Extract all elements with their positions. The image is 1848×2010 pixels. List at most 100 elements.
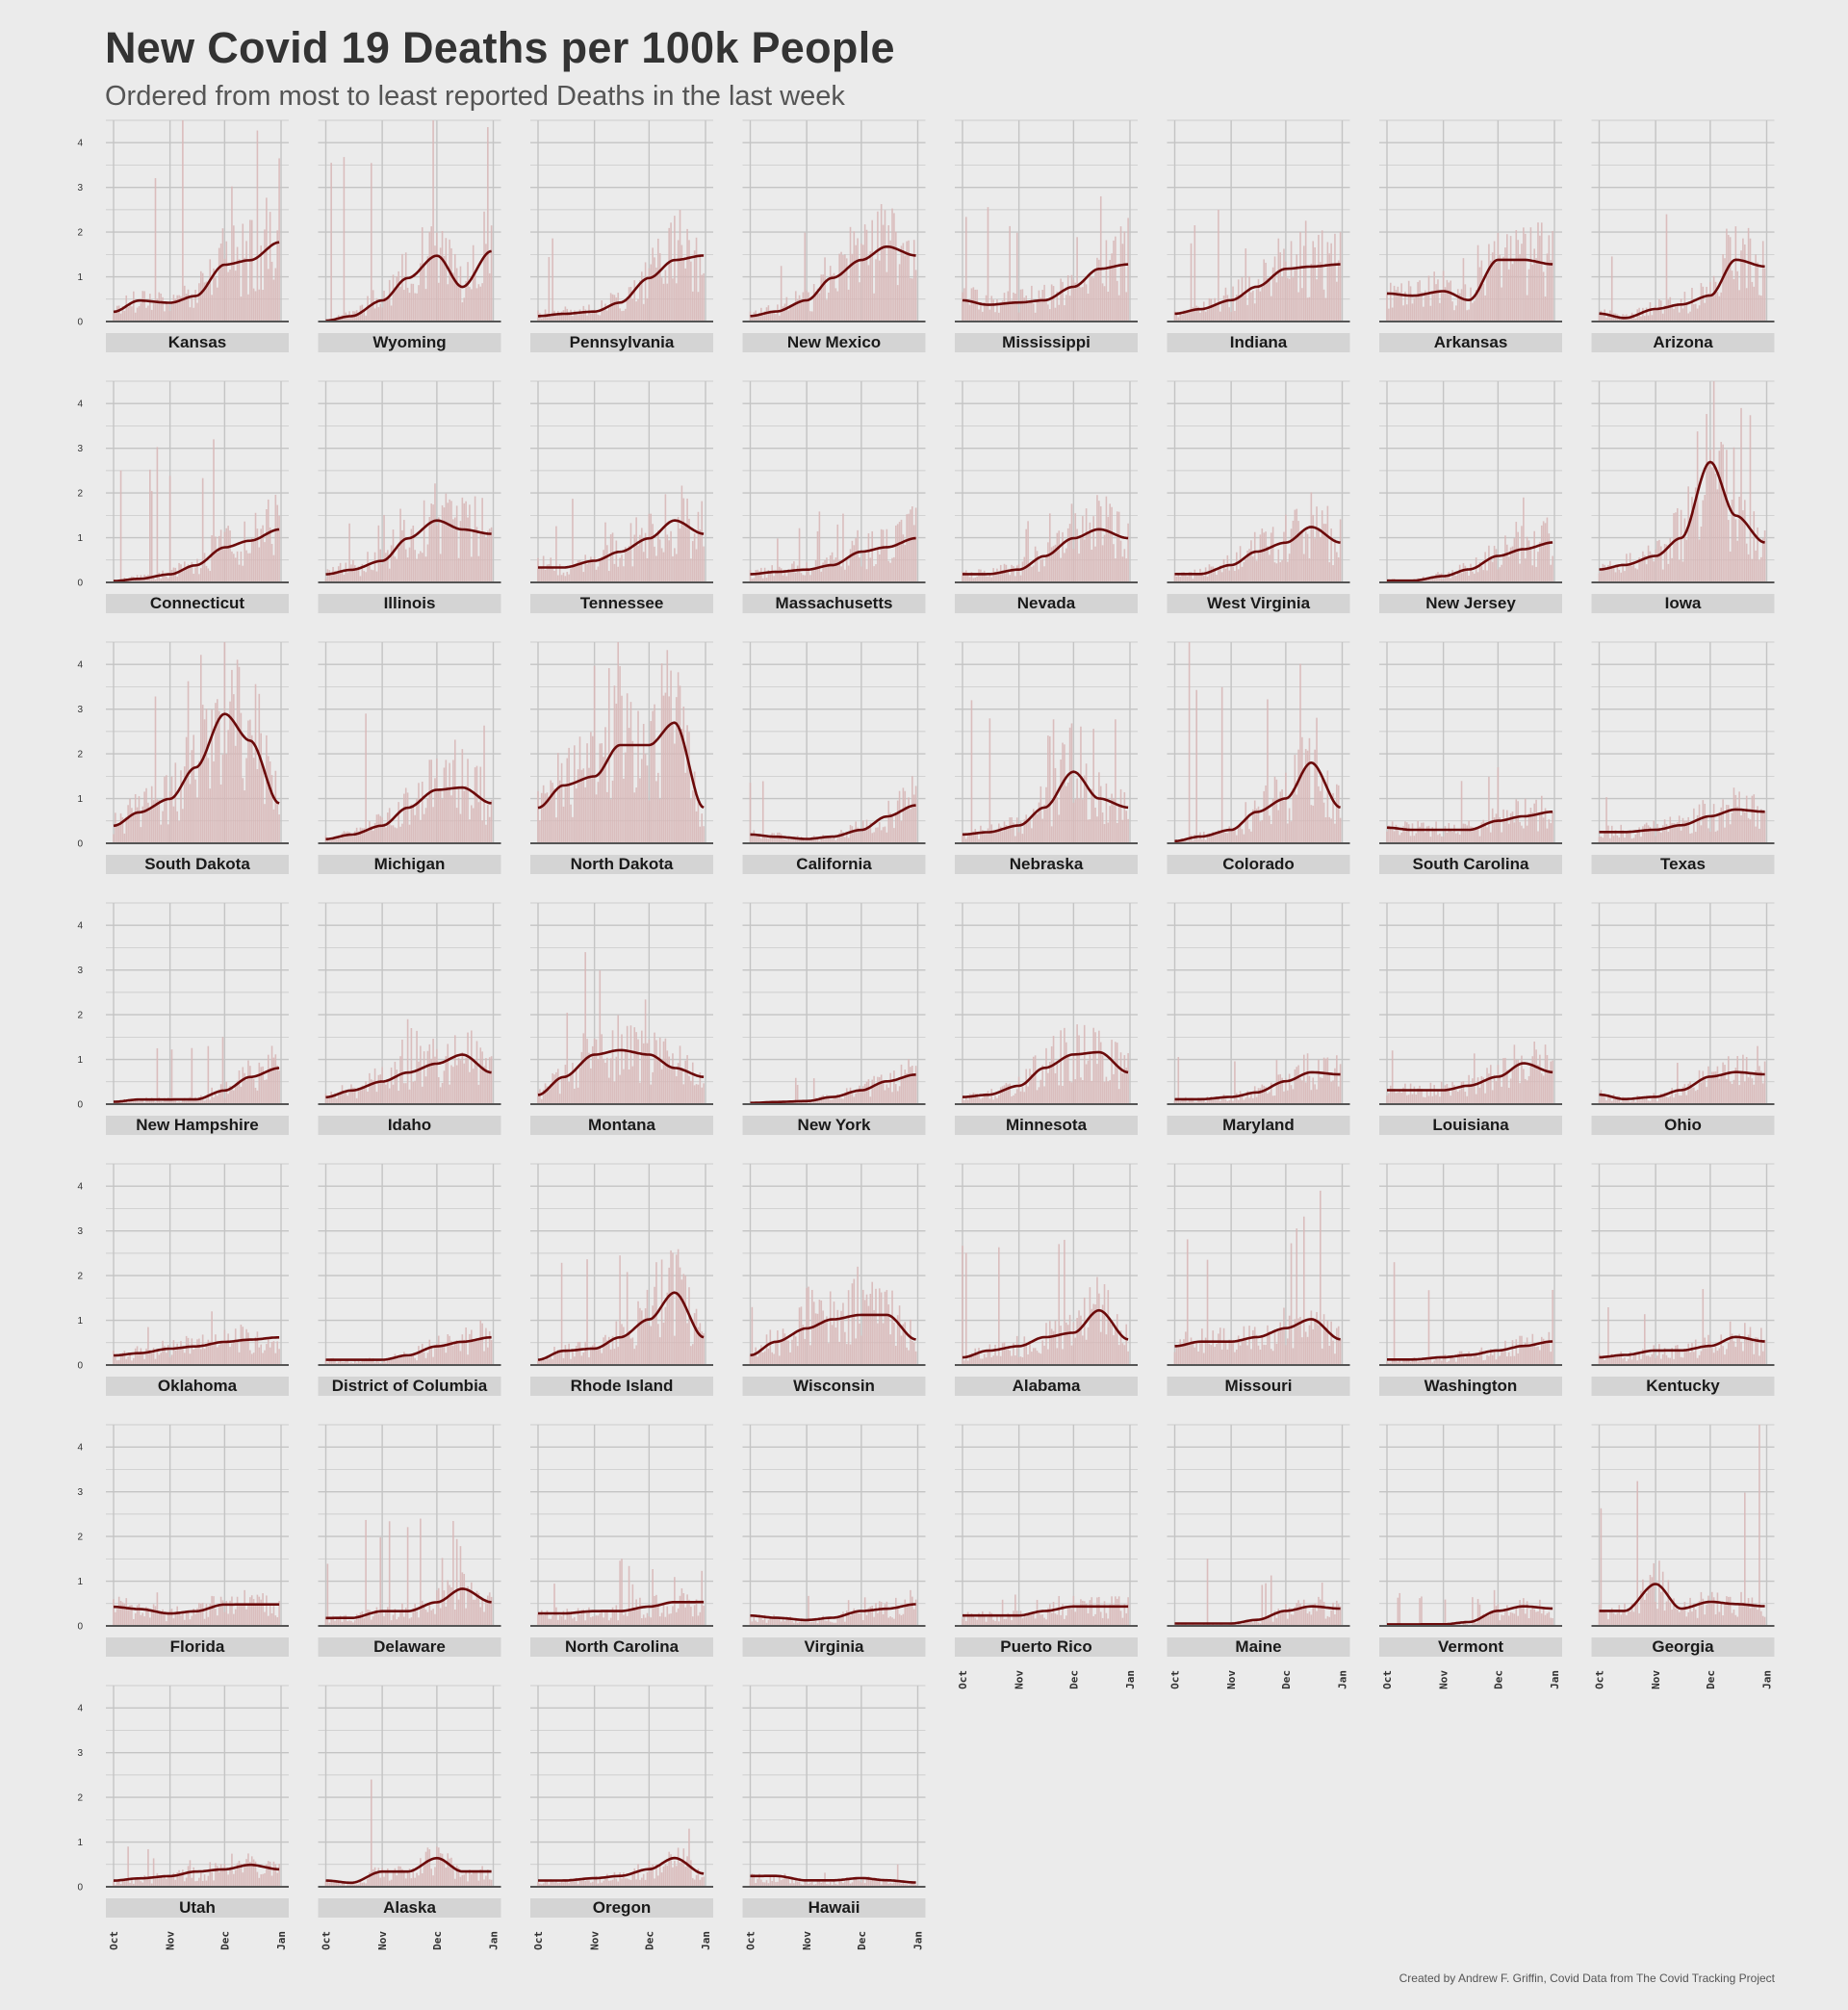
daily-bar: [152, 1604, 155, 1626]
daily-bar: [138, 579, 141, 582]
facet-panel: Indiana: [1167, 119, 1350, 352]
facet-strip: [1591, 594, 1775, 613]
daily-bar: [1718, 1348, 1721, 1365]
daily-bar: [1740, 1072, 1742, 1104]
daily-bar: [242, 223, 244, 322]
daily-bar: [787, 1617, 790, 1626]
daily-bar: [1643, 554, 1646, 582]
daily-bar: [421, 781, 424, 843]
daily-bar: [873, 293, 875, 322]
daily-bar: [270, 544, 273, 582]
daily-bar: [1643, 1314, 1646, 1365]
daily-bar: [162, 1609, 164, 1626]
daily-bar: [353, 565, 356, 582]
daily-bar: [1640, 1099, 1642, 1104]
daily-bar: [453, 739, 456, 843]
daily-bar: [880, 528, 883, 582]
daily-bar: [847, 1290, 850, 1365]
daily-bar: [875, 564, 877, 582]
daily-bar: [988, 574, 991, 582]
daily-bar: [1720, 292, 1723, 322]
daily-bar: [1243, 1099, 1245, 1104]
daily-bar: [134, 579, 137, 582]
daily-bar: [1212, 1098, 1215, 1104]
daily-bar: [1048, 513, 1051, 582]
daily-bar: [1220, 572, 1223, 582]
daily-bar: [218, 247, 220, 322]
daily-bar: [760, 1345, 762, 1365]
daily-bar: [578, 309, 581, 322]
rolling-average-line: [1387, 1062, 1553, 1092]
daily-bar: [370, 1358, 372, 1365]
daily-bar: [424, 289, 427, 322]
daily-bar: [1185, 1096, 1187, 1104]
daily-bar: [568, 747, 570, 843]
daily-bar: [974, 1617, 977, 1626]
daily-bar: [860, 1089, 862, 1104]
daily-bar: [203, 1618, 206, 1626]
daily-bar: [1230, 312, 1232, 322]
daily-bar: [1620, 1351, 1622, 1365]
daily-bar: [1729, 237, 1732, 322]
daily-bar: [674, 216, 676, 322]
daily-bar: [1230, 1097, 1232, 1104]
daily-bar: [617, 1015, 620, 1104]
daily-bar: [619, 1074, 621, 1104]
daily-bar: [584, 309, 586, 322]
daily-bar: [1484, 295, 1486, 322]
daily-bar: [831, 552, 834, 582]
daily-bar: [1096, 1064, 1098, 1104]
daily-bar: [437, 282, 440, 322]
daily-bar: [1297, 1065, 1299, 1104]
daily-bar: [1513, 258, 1516, 322]
daily-bar: [453, 1035, 456, 1104]
daily-bar: [550, 557, 552, 582]
y-tick-label: 4: [77, 1182, 83, 1193]
daily-bar: [1015, 1089, 1018, 1104]
daily-bar: [330, 1358, 332, 1365]
daily-bar: [1419, 280, 1421, 322]
daily-bar: [1740, 1341, 1742, 1365]
daily-bar: [369, 305, 371, 322]
daily-bar: [1417, 1088, 1419, 1104]
daily-bar: [410, 1617, 413, 1626]
daily-bar: [350, 1620, 352, 1626]
facet-panel: Idaho: [318, 902, 501, 1135]
daily-bar: [264, 229, 266, 322]
daily-bar: [604, 1334, 606, 1365]
y-tick-label: 4: [77, 1443, 83, 1454]
facet-strip-label: New Mexico: [787, 333, 881, 351]
daily-bar: [802, 575, 805, 582]
daily-bar: [1070, 274, 1073, 322]
daily-bar: [1036, 1090, 1039, 1104]
daily-bar: [1273, 256, 1276, 322]
daily-bar: [1675, 823, 1677, 843]
daily-bar: [416, 1611, 418, 1626]
daily-bar: [215, 1092, 217, 1104]
daily-bar: [884, 1604, 886, 1626]
daily-bar: [757, 1621, 758, 1626]
daily-bar: [1023, 1092, 1026, 1104]
daily-bar: [339, 1615, 342, 1626]
daily-bar: [1239, 1345, 1242, 1365]
daily-bar: [666, 534, 669, 582]
daily-bar: [635, 301, 637, 322]
daily-bar: [1192, 1342, 1194, 1365]
daily-bar: [896, 1608, 899, 1626]
daily-bar: [666, 1292, 669, 1365]
daily-bar: [1017, 1076, 1020, 1104]
daily-bar: [809, 311, 811, 322]
daily-bar: [1685, 539, 1688, 582]
daily-bar: [824, 1097, 826, 1104]
daily-bar: [1660, 1358, 1662, 1365]
daily-bar: [996, 831, 998, 843]
daily-bar: [1495, 549, 1498, 582]
daily-bar: [1003, 1085, 1006, 1104]
daily-bar: [641, 271, 643, 322]
daily-bar: [1105, 783, 1108, 843]
daily-bar: [1468, 820, 1470, 843]
daily-bar: [396, 558, 398, 582]
daily-bar: [1117, 1089, 1120, 1104]
daily-bar: [133, 812, 135, 843]
daily-bar: [910, 809, 911, 843]
